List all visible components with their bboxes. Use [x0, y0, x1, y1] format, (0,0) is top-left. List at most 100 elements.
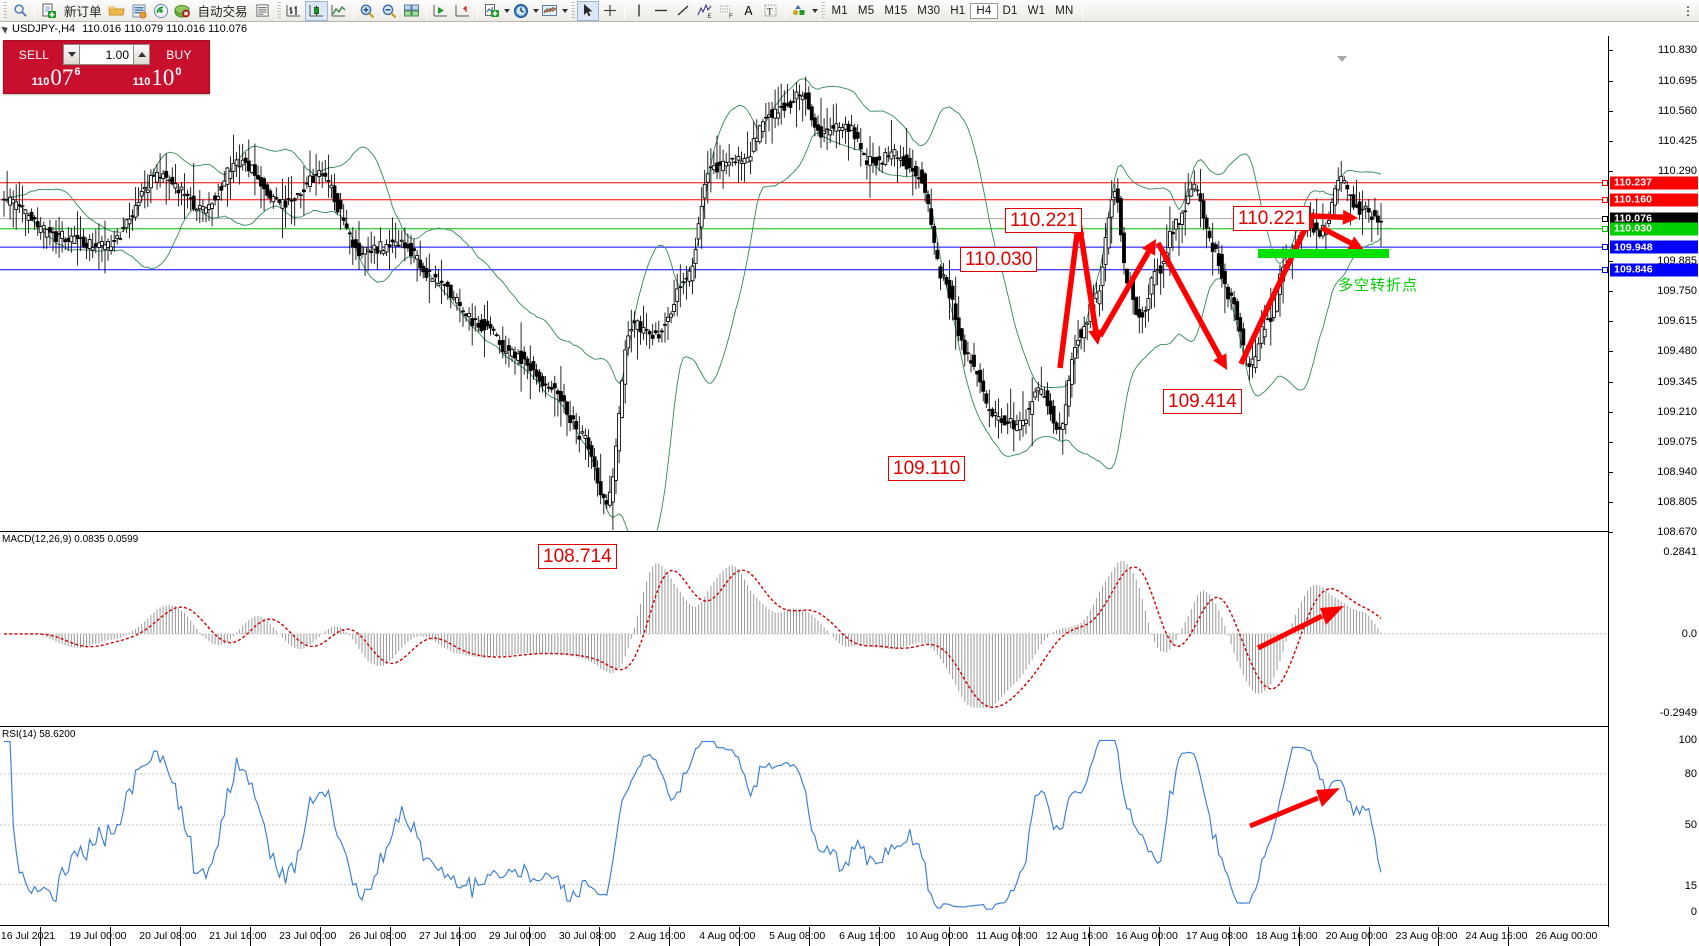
pivot-level[interactable]: 110.030 — [1610, 222, 1698, 236]
buy-button[interactable]: BUY — [152, 44, 206, 65]
sell-price-prefix: 110 — [31, 76, 50, 88]
grid-icon[interactable] — [401, 1, 423, 21]
current-price-level-handle[interactable] — [1602, 215, 1608, 222]
toolbar-grip-3[interactable] — [569, 1, 575, 20]
templates-icon[interactable] — [539, 1, 561, 21]
timeframes-icon[interactable] — [510, 1, 532, 21]
toolbar-separator-7 — [1081, 1, 1083, 20]
time-separator — [319, 927, 321, 946]
shapes-dropdown-icon[interactable] — [811, 8, 818, 13]
timeframe-h4[interactable]: H4 — [970, 2, 998, 19]
autotrading-label[interactable]: 自动交易 — [197, 5, 248, 19]
text-label-icon[interactable]: T — [760, 1, 782, 21]
chart-shift-icon[interactable] — [452, 1, 474, 21]
symbol-info-bar: USDJPY-,H4 110.016 110.079 110.016 110.0… — [0, 22, 1699, 36]
timeframe-m1[interactable]: M1 — [831, 4, 848, 17]
text-icon[interactable]: A — [744, 3, 753, 18]
timeframe-h1[interactable]: H1 — [950, 4, 966, 17]
price-tick-mark — [1609, 170, 1613, 172]
sell-price-fraction: 6 — [74, 66, 81, 78]
toolbar-separator-6 — [784, 1, 786, 20]
support-level-lower[interactable]: 109.846 — [1610, 263, 1698, 277]
support-level-lower-handle[interactable] — [1602, 266, 1608, 273]
autoscroll-icon[interactable] — [430, 1, 452, 21]
svg-text:T: T — [767, 7, 773, 17]
resistance-level-lower-handle[interactable] — [1602, 196, 1608, 203]
annotation-110221-left[interactable]: 110.221 — [1005, 208, 1083, 233]
support-level-upper-handle[interactable] — [1602, 244, 1608, 251]
time-label: 18 Aug 16:00 — [1255, 930, 1318, 942]
chart-pointer-icon — [1, 24, 10, 34]
macd-tick: 0.0 — [1681, 627, 1697, 640]
cursor-icon[interactable] — [576, 0, 599, 21]
pivot-level-handle[interactable] — [1602, 225, 1608, 232]
one-click-trading-panel[interactable]: SELL 1.00 BUY 110 07 6 110 10 0 — [3, 40, 210, 94]
toolbar-grip-4[interactable] — [819, 1, 825, 20]
price-tick-mark — [1609, 80, 1613, 82]
vertical-line-icon[interactable] — [628, 1, 650, 21]
signals-icon[interactable] — [150, 1, 172, 21]
annotation-109110[interactable]: 109.110 — [888, 456, 966, 481]
candle-chart-icon[interactable] — [304, 0, 328, 21]
rsi-tick: 15 — [1684, 880, 1697, 893]
trendline-icon[interactable] — [672, 1, 694, 21]
sell-price-display[interactable]: 110 07 6 — [7, 66, 105, 90]
shapes-icon[interactable] — [789, 1, 811, 21]
timeframe-mn[interactable]: MN — [1055, 4, 1074, 17]
folder-icon[interactable] — [106, 1, 128, 21]
horizontal-line-icon[interactable] — [650, 1, 672, 21]
new-order-label[interactable]: 新订单 — [64, 5, 102, 19]
fibonacci-icon[interactable]: F — [716, 1, 738, 21]
annotation-110030[interactable]: 110.030 — [960, 247, 1038, 272]
timeframe-m30[interactable]: M30 — [917, 4, 941, 17]
elliott-wave-icon[interactable]: E — [694, 1, 716, 21]
time-separator — [389, 927, 391, 946]
timeframes-dropdown-icon[interactable] — [532, 8, 539, 13]
add-indicator-icon[interactable] — [481, 1, 503, 21]
timeframe-m5[interactable]: M5 — [857, 4, 875, 17]
annotation-110221-right[interactable]: 110.221 — [1233, 206, 1311, 231]
price-scale[interactable]: 0.2841 0.0 -0.2949 100 80 50 15 0 110.830 110.695… — [1602, 36, 1699, 927]
support-zone-band — [1258, 249, 1389, 258]
price-tick: 109.345 — [1657, 375, 1697, 388]
chart-area[interactable]: 多空转折点 MACD(12,26,9) 0.0835 0.0599 RSI(14… — [0, 36, 1699, 946]
annotation-109414[interactable]: 109.414 — [1163, 389, 1242, 414]
templates-dropdown-icon[interactable] — [561, 8, 568, 13]
window-menu-icon[interactable]: ⋮ — [1682, 3, 1694, 18]
price-tick: 109.750 — [1657, 285, 1697, 298]
data-window-icon[interactable] — [252, 1, 274, 21]
sell-button[interactable]: SELL — [7, 44, 61, 65]
add-indicator-dropdown-icon[interactable] — [503, 8, 510, 13]
resistance-level-upper-handle[interactable] — [1602, 179, 1608, 186]
autotrading-icon[interactable] — [172, 1, 194, 21]
expert-advisor-icon[interactable] — [128, 1, 150, 21]
crosshair-icon[interactable] — [599, 1, 621, 21]
volume-decrement-button[interactable] — [63, 44, 80, 65]
line-chart-icon[interactable] — [328, 1, 350, 21]
current-price-level[interactable]: 110.076 — [1610, 212, 1698, 226]
volume-increment-button[interactable] — [133, 44, 150, 65]
price-tick-mark — [1609, 441, 1613, 443]
toolbar-grip[interactable] — [2, 1, 7, 20]
annotation-108714[interactable]: 108.714 — [538, 544, 617, 569]
price-pane[interactable] — [0, 36, 1608, 532]
zoom-in-icon[interactable] — [357, 1, 379, 21]
volume-input[interactable]: 1.00 — [80, 44, 133, 65]
buy-price-display[interactable]: 110 10 0 — [108, 66, 206, 90]
time-separator — [599, 927, 601, 946]
buy-price-main: 10 — [151, 65, 175, 90]
timeframe-w1[interactable]: W1 — [1027, 4, 1046, 17]
resistance-level-lower[interactable]: 110.160 — [1610, 193, 1698, 207]
search-icon[interactable] — [9, 1, 31, 21]
resistance-level-upper[interactable]: 110.237 — [1610, 176, 1698, 190]
toolbar-separator-2 — [352, 1, 354, 20]
support-level-upper[interactable]: 109.948 — [1610, 240, 1698, 254]
macd-pane[interactable]: MACD(12,26,9) 0.0835 0.0599 — [0, 533, 1608, 727]
timeframe-d1[interactable]: D1 — [1002, 4, 1018, 17]
bar-chart-icon[interactable] — [283, 1, 305, 21]
new-order-icon[interactable] — [38, 1, 60, 21]
zoom-out-icon[interactable] — [379, 1, 401, 21]
rsi-pane[interactable]: RSI(14) 58.6200 — [0, 728, 1608, 926]
toolbar-grip-2[interactable] — [275, 1, 281, 20]
timeframe-m15[interactable]: M15 — [884, 4, 908, 17]
